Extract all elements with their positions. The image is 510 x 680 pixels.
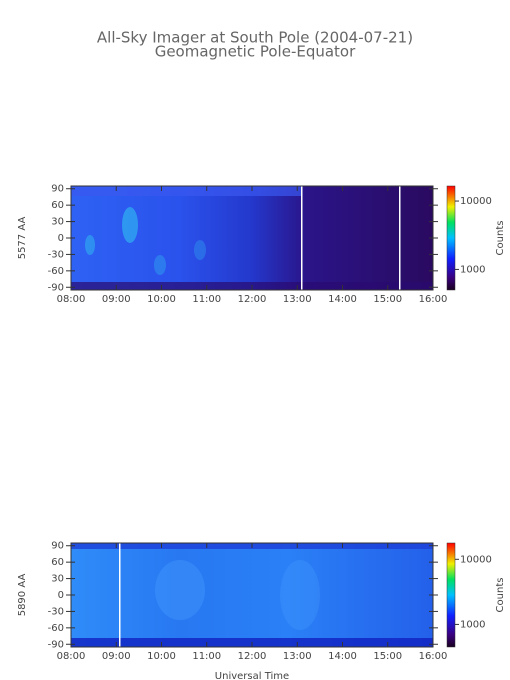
y-tick-label: 30 <box>51 217 64 228</box>
y-tick-label: 90 <box>51 184 64 195</box>
y-tick-label: 0 <box>58 590 64 601</box>
y-tick-label: 60 <box>51 200 64 211</box>
y-tick-label: -90 <box>48 282 64 293</box>
x-tick-label: 10:00 <box>147 651 176 662</box>
x-tick-label: 08:00 <box>57 294 86 305</box>
y-tick-label: 30 <box>51 574 64 585</box>
y-tick-label: -90 <box>48 639 64 650</box>
colorbar-label: Counts <box>495 578 506 613</box>
x-tick-label: 10:00 <box>147 294 176 305</box>
x-tick-label: 08:00 <box>57 651 86 662</box>
x-tick-label: 14:00 <box>328 294 357 305</box>
y-tick-label: -30 <box>48 606 64 617</box>
colorbar <box>446 185 456 291</box>
x-tick-label: 09:00 <box>102 651 131 662</box>
x-tick-label: 09:00 <box>102 294 131 305</box>
heatmap-image-1 <box>71 186 433 290</box>
y-tick-label: -60 <box>48 623 64 634</box>
x-tick-label: 16:00 <box>419 651 448 662</box>
chart-title: All-Sky Imager at South Pole (2004-07-21… <box>97 29 413 47</box>
x-axis-label: Universal Time <box>215 671 289 680</box>
y-tick-label: -60 <box>48 266 64 277</box>
x-tick-label: 16:00 <box>419 294 448 305</box>
x-tick-label: 12:00 <box>238 294 267 305</box>
colorbar-tick-label: 1000 <box>460 619 485 630</box>
colorbar-label: Counts <box>495 221 506 256</box>
x-tick-label: 11:00 <box>192 294 221 305</box>
chart-subtitle: Geomagnetic Pole-Equator <box>155 43 356 61</box>
y-tick-label: 60 <box>51 557 64 568</box>
y-axis-label: 5890 AA <box>17 574 28 617</box>
y-tick-label: 0 <box>58 233 64 244</box>
heatmap-image-2 <box>71 543 433 647</box>
colorbar-tick-label: 10000 <box>460 554 492 565</box>
x-tick-label: 15:00 <box>373 294 402 305</box>
x-tick-label: 15:00 <box>373 651 402 662</box>
x-tick-label: 11:00 <box>192 651 221 662</box>
y-axis-label: 5577 AA <box>17 217 28 260</box>
colorbar-tick-label: 10000 <box>460 196 492 207</box>
x-tick-label: 13:00 <box>283 294 312 305</box>
x-tick-label: 13:00 <box>283 651 312 662</box>
y-tick-label: -30 <box>48 249 64 260</box>
y-tick-label: 90 <box>51 541 64 552</box>
colorbar <box>446 542 456 648</box>
colorbar-tick-label: 1000 <box>460 264 485 275</box>
x-tick-label: 14:00 <box>328 651 357 662</box>
x-tick-label: 12:00 <box>238 651 267 662</box>
